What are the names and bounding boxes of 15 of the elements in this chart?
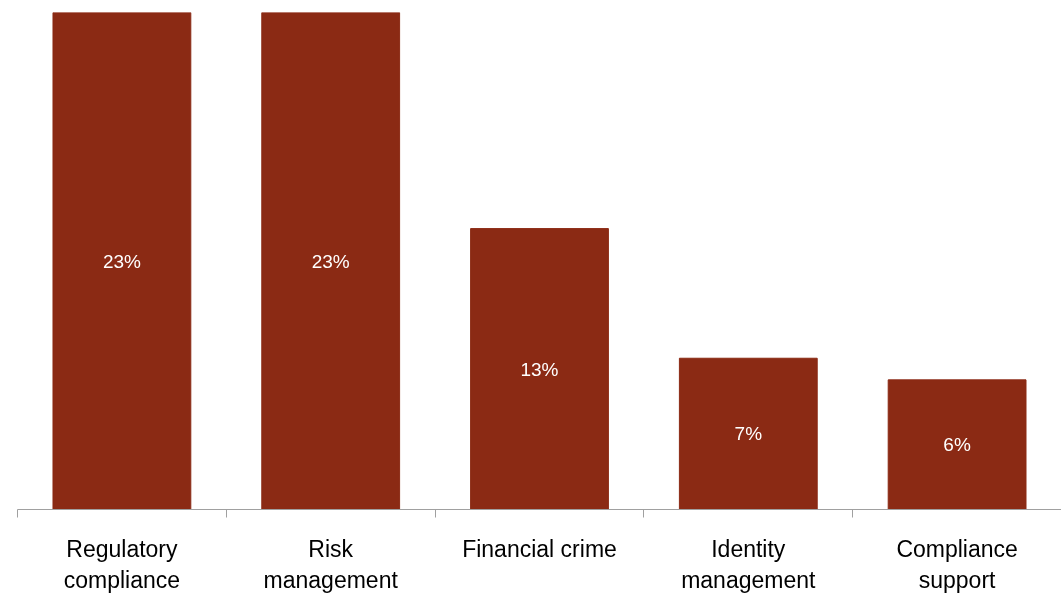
bar: [261, 12, 401, 510]
bar: [678, 357, 818, 510]
data-label: 6%: [943, 434, 971, 456]
data-label: 13%: [520, 358, 559, 380]
x-tick-label: Risk management: [263, 535, 399, 593]
data-label: 7%: [734, 423, 763, 445]
bar: [887, 379, 1027, 510]
x-tick-label: Compliance support: [896, 535, 1018, 593]
x-tick-label: Regulatory compliance: [63, 535, 181, 593]
bar: [470, 228, 609, 510]
bar: [52, 12, 192, 510]
data-label: 23%: [102, 250, 142, 272]
x-tick-label: Identity management: [681, 535, 817, 593]
data-label: 23%: [311, 250, 350, 272]
x-tick-label: Financial crime: [462, 535, 617, 562]
